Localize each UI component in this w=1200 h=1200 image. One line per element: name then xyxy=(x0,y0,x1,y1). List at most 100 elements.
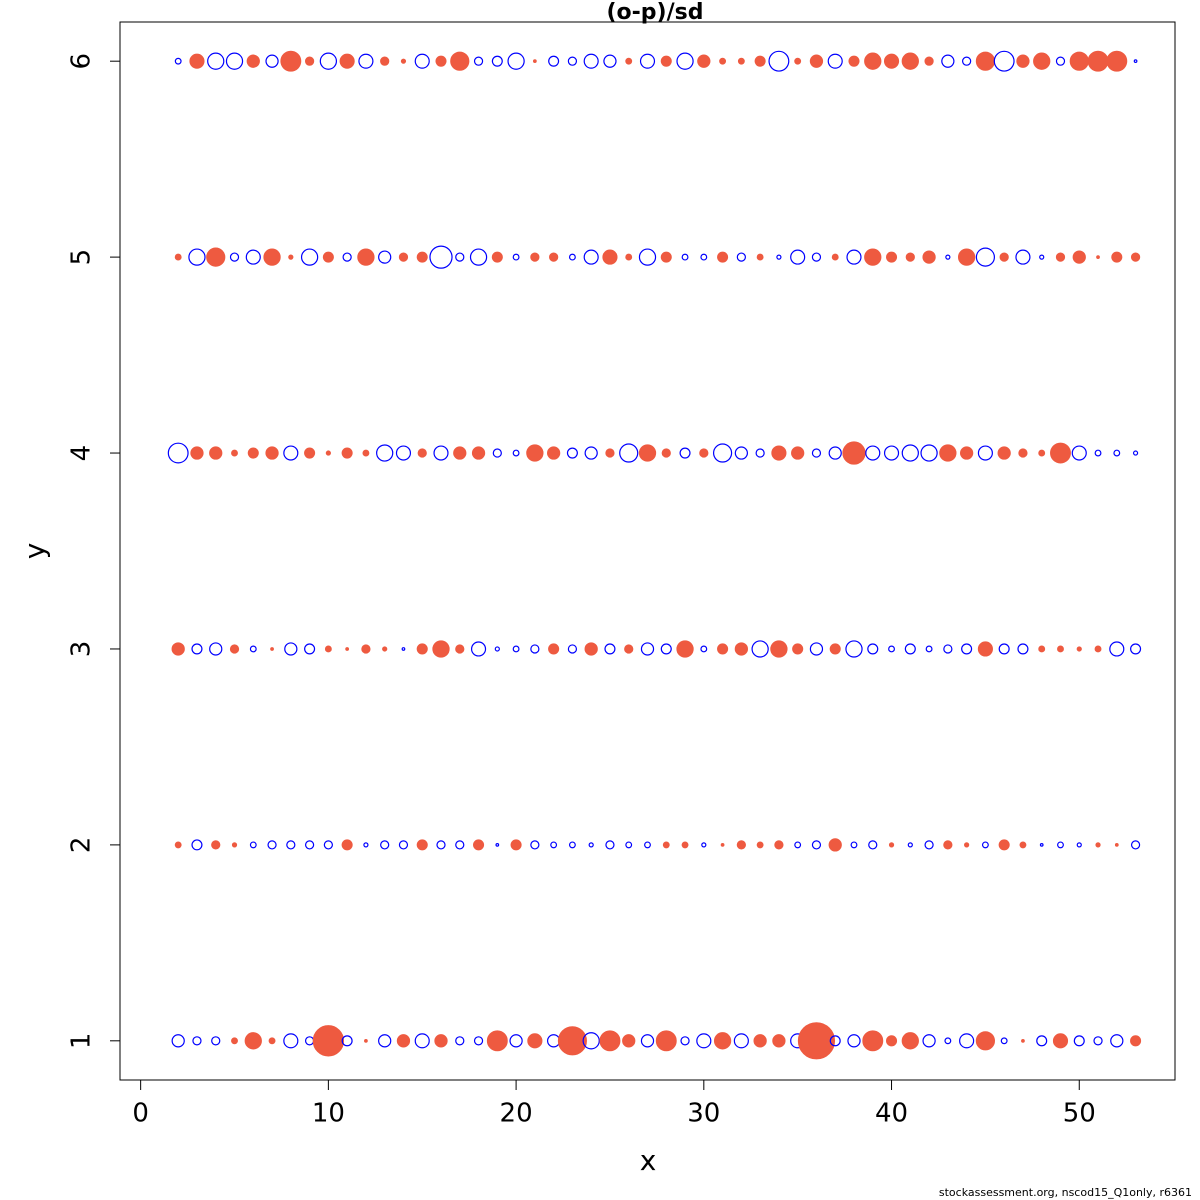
residual-bubble xyxy=(1093,1036,1103,1046)
residual-bubble xyxy=(434,1034,448,1048)
residual-bubble xyxy=(712,443,733,463)
residual-bubble xyxy=(209,446,223,460)
residual-bubble xyxy=(547,1034,561,1048)
residual-bubble xyxy=(304,56,315,66)
x-axis-label: x xyxy=(640,1144,657,1177)
residual-bubble xyxy=(583,53,599,69)
residual-bubble xyxy=(548,643,560,655)
residual-bubble xyxy=(1095,842,1101,848)
residual-bubble xyxy=(961,643,973,655)
residual-bubble xyxy=(827,53,843,69)
residual-bubble xyxy=(922,250,936,264)
residual-bubble xyxy=(603,54,617,68)
residual-bubble xyxy=(207,52,225,70)
residual-bubble xyxy=(527,1033,543,1049)
residual-bubble xyxy=(358,53,374,69)
residual-bubble xyxy=(174,841,182,849)
residual-bubble xyxy=(939,444,957,462)
residual-bubble xyxy=(1038,645,1046,653)
residual-bubble xyxy=(681,841,689,849)
residual-bubble xyxy=(625,841,633,849)
residual-bubble xyxy=(1069,51,1089,71)
residual-bubble xyxy=(357,248,375,266)
residual-bubble xyxy=(638,248,657,266)
residual-bubble xyxy=(770,640,788,658)
residual-bubble xyxy=(660,643,672,655)
residual-bubble xyxy=(865,445,881,461)
residual-bubble xyxy=(473,839,485,851)
residual-bubble xyxy=(429,245,453,269)
residual-bubble xyxy=(886,251,898,263)
residual-bubble xyxy=(737,57,745,65)
residual-bubble xyxy=(888,842,895,848)
residual-bubble xyxy=(268,1037,276,1045)
residual-bubble xyxy=(231,1037,238,1045)
residual-bubble xyxy=(1033,52,1051,70)
residual-bubble xyxy=(469,248,488,266)
residual-bubble xyxy=(265,446,279,460)
x-tick-label: 40 xyxy=(875,1099,908,1129)
residual-bubble xyxy=(263,248,281,266)
residual-bubble xyxy=(512,253,520,261)
residual-bubble xyxy=(1132,450,1139,456)
y-tick-label: 5 xyxy=(67,249,97,266)
residual-bubble xyxy=(188,248,206,266)
residual-bubble xyxy=(680,1036,690,1046)
x-tick-label: 10 xyxy=(312,1099,345,1129)
y-tick-label: 3 xyxy=(67,641,97,658)
residual-bubble xyxy=(550,841,558,849)
residual-bubble xyxy=(864,248,882,266)
residual-bubble xyxy=(1114,843,1119,847)
residual-bubble xyxy=(999,252,1009,262)
residual-bubble xyxy=(1039,843,1044,847)
residual-bubble xyxy=(1039,254,1045,260)
residual-bubble xyxy=(171,1034,185,1048)
x-tick-label: 50 xyxy=(1063,1099,1096,1129)
residual-bubble xyxy=(1094,449,1102,457)
residual-bubble xyxy=(473,1036,484,1046)
y-tick-label: 6 xyxy=(67,53,97,70)
residual-bubble xyxy=(568,841,576,849)
residual-bubble xyxy=(416,251,428,263)
y-tick-label: 1 xyxy=(67,1033,97,1050)
residual-bubble xyxy=(848,55,860,67)
residual-bubble xyxy=(211,1036,221,1046)
residual-bubble xyxy=(341,447,353,459)
residual-bubble xyxy=(828,446,842,460)
residual-bubble xyxy=(494,646,500,652)
residual-bubble xyxy=(981,841,989,849)
residual-bubble xyxy=(998,643,1010,655)
residual-bubble xyxy=(1055,56,1066,66)
residual-bubble xyxy=(772,1034,786,1048)
residual-bubble xyxy=(736,252,746,262)
residual-bubble xyxy=(998,839,1010,851)
residual-bubble xyxy=(171,642,185,656)
residual-bubble xyxy=(1055,252,1066,262)
residual-bubble xyxy=(229,252,240,262)
residual-bubble xyxy=(1016,54,1030,68)
residual-bubble xyxy=(907,842,913,848)
residual-bubble xyxy=(510,839,522,851)
residual-bubble xyxy=(993,50,1015,72)
residual-bubble xyxy=(962,56,972,66)
residual-bubble xyxy=(376,444,394,462)
residual-bubble xyxy=(341,839,353,851)
residual-bubble xyxy=(845,640,863,658)
residual-bubble xyxy=(304,840,315,850)
residual-bubble xyxy=(526,444,544,462)
residual-bubble xyxy=(567,644,578,654)
residual-bubble xyxy=(211,840,221,850)
residual-bubble xyxy=(1096,255,1100,259)
residual-bubble xyxy=(1110,1034,1124,1048)
residual-bubble xyxy=(941,54,955,68)
residual-bubble xyxy=(414,1033,430,1049)
residual-bubble xyxy=(323,840,333,850)
residual-bubble xyxy=(286,840,296,850)
residual-bubble xyxy=(734,642,748,656)
residual-bubble xyxy=(644,841,651,849)
residual-bubble xyxy=(304,643,316,655)
residual-bubble xyxy=(283,445,299,461)
residual-bubble xyxy=(1076,842,1082,848)
residual-bubble xyxy=(470,641,487,657)
